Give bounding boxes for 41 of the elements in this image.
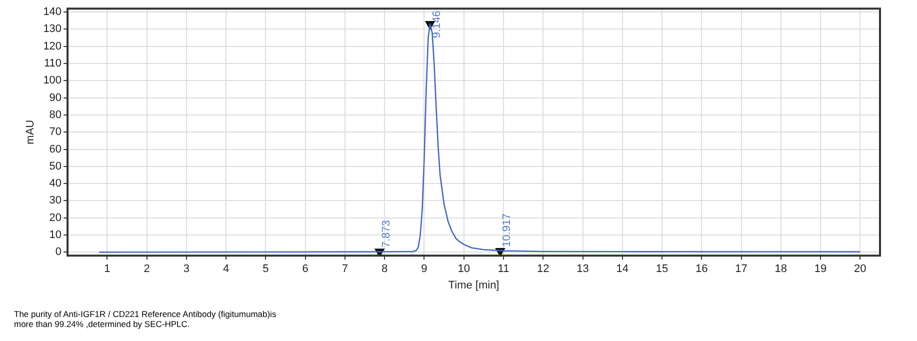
x-tick-label: 16 <box>696 263 708 276</box>
x-tick-label: 20 <box>854 263 866 276</box>
y-tick-label: 90 <box>49 92 62 104</box>
x-tick-label: 15 <box>656 263 668 276</box>
x-tick-label: 13 <box>576 263 589 276</box>
annotation: 10.917 <box>501 213 514 247</box>
y-tick-label: 110 <box>44 58 62 70</box>
y-tick-label: 80 <box>49 108 62 121</box>
x-axis-title: Time [min] <box>448 279 500 292</box>
x-tick-label: 19 <box>814 263 827 276</box>
annotation: 7.873 <box>380 220 393 248</box>
x-tick-label: 11 <box>498 263 510 276</box>
y-tick-label: 30 <box>49 194 62 207</box>
y-tick-label: 50 <box>49 160 62 172</box>
text: The purity of Anti-IGF1R / CD221 Reference Antibody (figitumumab)is more than 99.24% ,determined by SEC-HPLC. <box>14 309 276 329</box>
x-tick-label: 3 <box>183 263 190 276</box>
x-tick-label: 6 <box>302 263 308 276</box>
x-tick-label: 8 <box>382 263 388 276</box>
x-tick-label: 18 <box>774 263 788 276</box>
y-tick-label: 10 <box>49 229 62 242</box>
x-tick-label: 7 <box>342 263 348 276</box>
y-axis-title: mAU <box>24 120 37 144</box>
y-tick-label: 20 <box>49 212 62 224</box>
x-tick-label: 2 <box>144 263 150 276</box>
y-tick-label: 0 <box>55 246 62 258</box>
y-tick-label: 60 <box>49 143 62 156</box>
x-tick-label: 9 <box>421 263 428 276</box>
y-tick-label: 140 <box>43 6 62 18</box>
x-tick-label: 12 <box>537 263 550 276</box>
x-tick-label: 1 <box>104 263 110 276</box>
x-tick-label: 4 <box>223 263 230 276</box>
x-tick-label: 10 <box>458 263 470 276</box>
annotation: 9.146 <box>431 10 444 38</box>
y-tick-label: 70 <box>49 126 62 138</box>
x-tick-label: 5 <box>262 263 269 276</box>
x-tick-label: 17 <box>735 263 748 276</box>
y-tick-label: 100 <box>43 74 62 87</box>
y-tick-label: 40 <box>49 178 62 190</box>
y-tick-label: 120 <box>43 40 62 52</box>
x-tick-label: 14 <box>616 263 629 276</box>
y-tick-label: 130 <box>43 23 62 36</box>
